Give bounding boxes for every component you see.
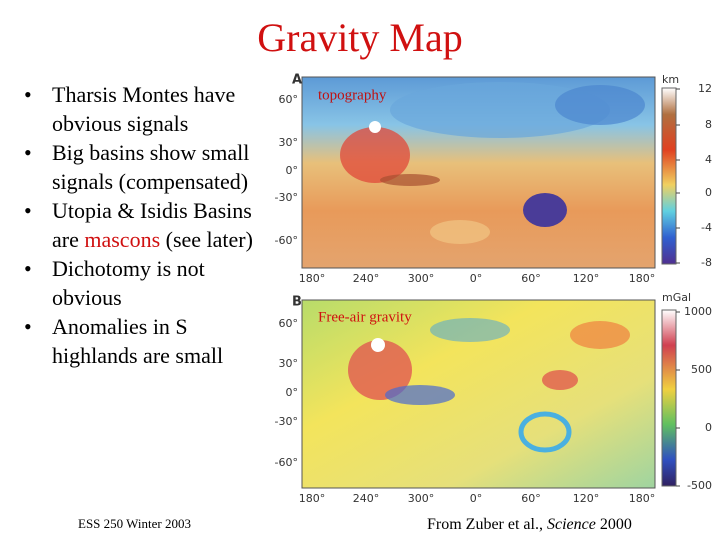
lat-label: 60°: [279, 93, 299, 106]
lon-label: 180°: [299, 272, 326, 285]
lon-label: 60°: [521, 272, 541, 285]
lon-label: 0°: [470, 492, 483, 505]
bullet-text: Dichotomy is not obvious: [52, 256, 205, 310]
utopia: [570, 321, 630, 349]
lon-label: 120°: [573, 492, 600, 505]
bullet-text: Big basins show small signals (compensat…: [52, 140, 250, 194]
tharsis-anomaly: [348, 340, 412, 400]
bullet: Anomalies in S highlands are small: [22, 312, 277, 370]
citation-text: 2000: [595, 516, 632, 533]
lat-label: 0°: [286, 164, 299, 177]
lat-label: -30°: [275, 415, 298, 428]
lat-label: -60°: [275, 456, 298, 469]
lowland: [390, 82, 610, 138]
lon-label: 0°: [470, 272, 483, 285]
bullet: Tharsis Montes have obvious signals: [22, 80, 277, 138]
hellas-ring: [518, 411, 572, 453]
volcano: [371, 338, 385, 352]
lat-label: 60°: [279, 317, 299, 330]
colorbar-label: 4: [705, 153, 712, 166]
bullet: Dichotomy is not obvious: [22, 254, 277, 312]
bullet-text: (see later): [160, 227, 253, 252]
panel-label: topography: [318, 87, 387, 103]
lon-label: 300°: [408, 272, 435, 285]
bullet-list: Tharsis Montes have obvious signalsBig b…: [22, 80, 277, 370]
argyre: [430, 220, 490, 244]
volcano: [369, 121, 381, 133]
colorbar-label: 0: [705, 421, 712, 434]
lowland: [555, 85, 645, 125]
panel-letter: B: [292, 295, 302, 310]
citation-text: From Zuber et al.,: [427, 516, 547, 533]
footer-right: From Zuber et al., Science 2000: [427, 516, 632, 534]
lon-label: 120°: [573, 272, 600, 285]
lon-label: 180°: [629, 492, 656, 505]
isidis: [542, 370, 578, 390]
lon-label: 240°: [353, 272, 380, 285]
lon-label: 300°: [408, 492, 435, 505]
panel-label: Free-air gravity: [318, 309, 412, 325]
lon-label: 60°: [521, 492, 541, 505]
lat-label: 0°: [286, 386, 299, 399]
colorbar-label: -4: [701, 221, 712, 234]
tharsis: [340, 127, 410, 183]
colorbar-label: 500: [691, 363, 712, 376]
lon-label: 180°: [629, 272, 656, 285]
bullet-text: Tharsis Montes have obvious signals: [52, 82, 236, 136]
bullet: Big basins show small signals (compensat…: [22, 138, 277, 196]
bullet: Utopia & Isidis Basins are mascons (see …: [22, 196, 277, 254]
colorbar-unit: km: [662, 73, 679, 86]
lat-label: 30°: [279, 357, 299, 370]
lat-label: -60°: [275, 234, 298, 247]
colorbar: [661, 87, 677, 265]
slide-title: Gravity Map: [257, 15, 463, 60]
colorbar-label: 12: [698, 82, 712, 95]
hellas: [523, 193, 567, 227]
bullet-text: mascons: [84, 227, 161, 252]
colorbar-label: 1000: [684, 305, 712, 318]
colorbar-unit: mGal: [662, 291, 691, 304]
lon-label: 240°: [353, 492, 380, 505]
bullet-text: Utopia & Isidis Basins are: [52, 198, 252, 252]
bullet-text: Anomalies in S highlands are small: [52, 314, 224, 368]
colorbar: [661, 309, 677, 487]
colorbar-label: -500: [687, 479, 712, 492]
valles-anomaly: [385, 385, 455, 405]
colorbar-label: 8: [705, 118, 712, 131]
panel-letter: A: [292, 73, 302, 88]
valles: [380, 174, 440, 186]
lon-label: 180°: [299, 492, 326, 505]
lat-label: -30°: [275, 191, 298, 204]
lat-label: 30°: [279, 136, 299, 149]
colorbar-label: -8: [701, 256, 712, 269]
footer-left: ESS 250 Winter 2003: [78, 516, 191, 531]
lowland-anomaly: [430, 318, 510, 342]
colorbar-label: 0: [705, 186, 712, 199]
citation-text: Science: [546, 516, 596, 533]
